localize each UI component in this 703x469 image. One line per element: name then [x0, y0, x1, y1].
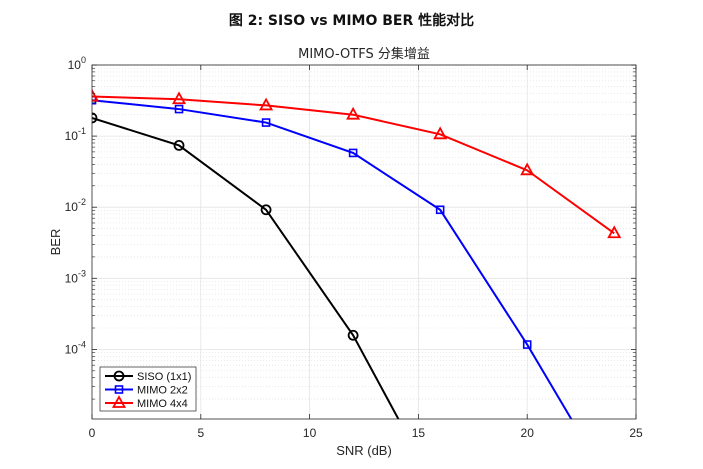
- series-line: [92, 95, 615, 235]
- legend-item[interactable]: MIMO 2x2: [105, 385, 188, 397]
- circle-marker: [92, 112, 98, 124]
- square-marker: [348, 148, 358, 158]
- triangle-marker: [259, 97, 274, 111]
- circle-marker: [260, 204, 272, 216]
- legend-item[interactable]: MIMO 4x4: [105, 395, 188, 410]
- grid: [92, 64, 636, 419]
- series-group: [92, 88, 622, 419]
- triangle-marker: [520, 162, 535, 176]
- axes-title: MIMO-OTFS 分集增益: [298, 46, 430, 62]
- legend-label: SISO (1x1): [137, 371, 191, 383]
- x-tick-label: 10: [303, 426, 317, 440]
- ticks: 10-4 10-3 10-2 10-1 100 0 5 10 15 20 25: [65, 55, 643, 440]
- triangle-marker: [92, 88, 100, 102]
- square-marker: [174, 104, 184, 114]
- y-tick-label: 10-3: [65, 268, 86, 285]
- series-mimo-4x4: [92, 88, 622, 239]
- figure-title: 图 2: SISO vs MIMO BER 性能对比: [228, 13, 475, 29]
- legend-label: MIMO 2x2: [137, 385, 188, 397]
- triangle-marker: [346, 106, 361, 120]
- y-axis-label: BER: [48, 229, 63, 256]
- series-line: [92, 116, 400, 419]
- x-tick-label: 25: [629, 426, 643, 440]
- triangle-marker: [172, 91, 187, 105]
- circle-marker: [173, 139, 185, 151]
- triangle-marker: [111, 395, 127, 408]
- circle-marker: [113, 370, 125, 382]
- square-marker: [114, 385, 124, 394]
- x-tick-label: 15: [412, 426, 426, 440]
- y-tick-label: 10-4: [65, 339, 86, 356]
- square-marker: [522, 340, 532, 349]
- x-tick-label: 0: [89, 426, 96, 440]
- y-tick-label: 10-2: [65, 197, 86, 214]
- plot-area: [92, 65, 636, 419]
- axes-box: [91, 64, 637, 420]
- square-marker: [435, 205, 445, 215]
- series-siso-1x1-: [92, 112, 400, 419]
- legend-label: MIMO 4x4: [137, 398, 188, 410]
- triangle-marker: [433, 126, 448, 140]
- legend-item[interactable]: SISO (1x1): [105, 370, 191, 383]
- y-tick-label: 100: [68, 55, 86, 72]
- series-line: [92, 99, 573, 419]
- circle-marker: [347, 329, 359, 341]
- square-marker: [261, 118, 271, 127]
- x-axis-label: SNR (dB): [336, 443, 392, 458]
- triangle-marker: [607, 225, 622, 239]
- x-tick-label: 5: [197, 426, 204, 440]
- x-tick-label: 20: [521, 426, 535, 440]
- y-tick-label: 10-1: [65, 126, 86, 143]
